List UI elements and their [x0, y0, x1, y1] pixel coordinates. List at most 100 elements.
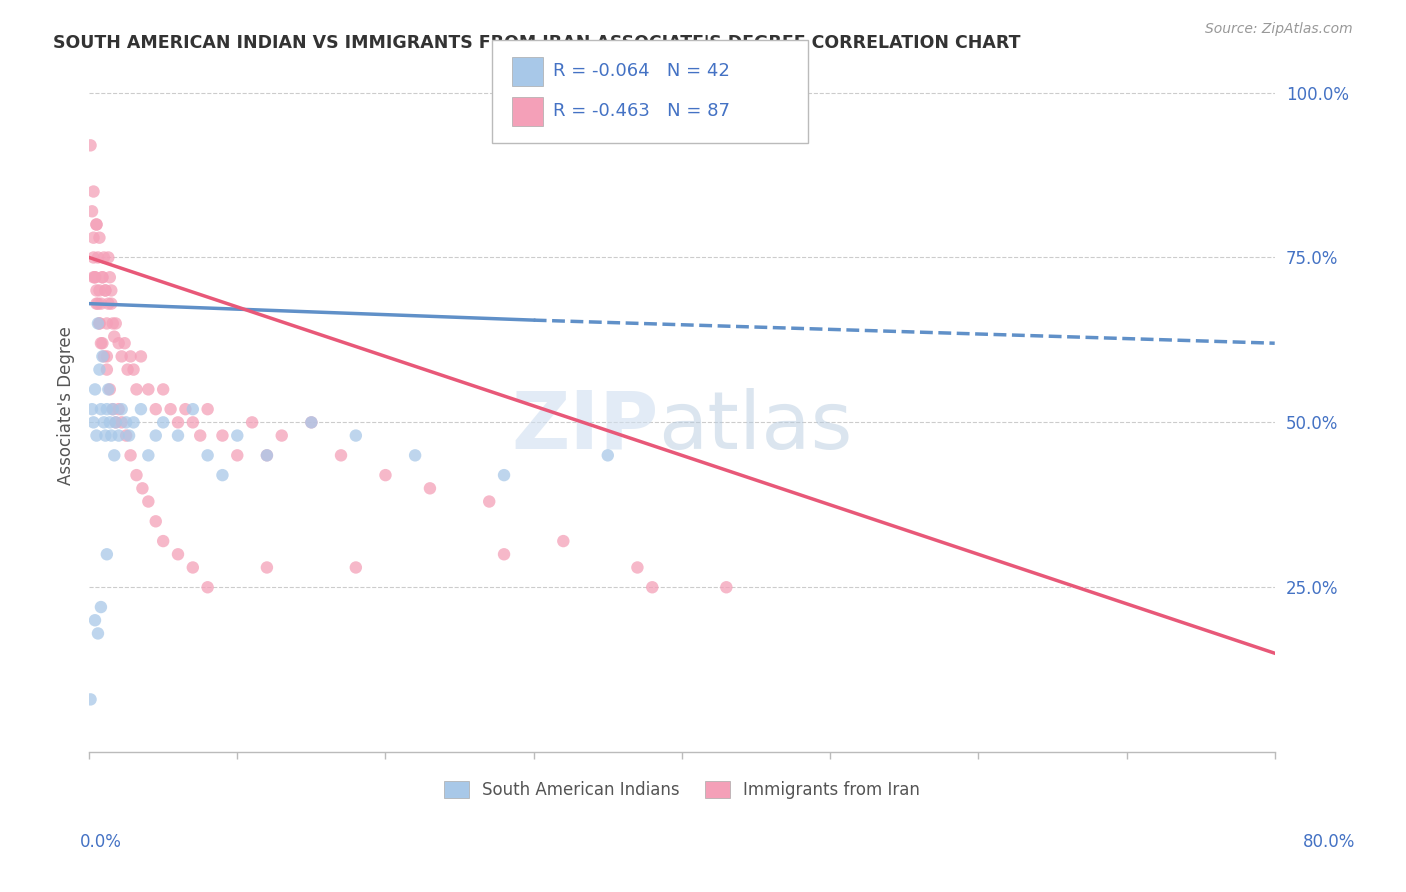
Point	[87, 317, 110, 331]
Point	[90, 336, 112, 351]
Point	[98, 270, 121, 285]
Point	[167, 416, 190, 430]
Point	[91, 270, 114, 285]
Point	[117, 362, 139, 376]
Point	[90, 600, 112, 615]
Point	[86, 296, 108, 310]
Point	[79, 138, 101, 153]
Point	[86, 218, 108, 232]
Point	[174, 402, 197, 417]
Text: atlas: atlas	[658, 388, 852, 466]
Point	[240, 416, 263, 430]
Point	[188, 428, 211, 442]
Point	[107, 428, 129, 442]
Point	[89, 317, 111, 331]
Point	[115, 428, 138, 442]
Point	[80, 204, 103, 219]
Point	[89, 362, 111, 376]
Point	[129, 402, 152, 417]
Point	[114, 336, 136, 351]
Point	[125, 468, 148, 483]
Point	[138, 383, 160, 397]
Point	[79, 692, 101, 706]
Point	[93, 416, 115, 430]
Point	[152, 534, 174, 549]
Point	[138, 494, 160, 508]
Text: ZIP: ZIP	[510, 388, 658, 466]
Point	[270, 428, 292, 442]
Point	[344, 428, 367, 442]
Point	[118, 428, 141, 442]
Point	[553, 534, 575, 549]
Point	[138, 448, 160, 462]
Point	[197, 580, 219, 594]
Point	[98, 383, 121, 397]
Point	[167, 547, 190, 561]
Text: R = -0.064   N = 42: R = -0.064 N = 42	[553, 62, 730, 80]
Point	[84, 613, 107, 627]
Point	[626, 560, 648, 574]
Point	[330, 448, 353, 462]
Point	[107, 402, 129, 417]
Point	[125, 383, 148, 397]
Point	[96, 362, 118, 376]
Point	[89, 284, 111, 298]
Point	[86, 428, 108, 442]
Point	[344, 560, 367, 574]
Point	[97, 251, 120, 265]
Point	[115, 416, 138, 430]
Point	[299, 416, 322, 430]
Point	[492, 468, 515, 483]
Point	[226, 428, 249, 442]
Point	[87, 251, 110, 265]
Point	[90, 296, 112, 310]
Point	[91, 350, 114, 364]
Point	[101, 402, 124, 417]
Point	[419, 481, 441, 495]
Text: SOUTH AMERICAN INDIAN VS IMMIGRANTS FROM IRAN ASSOCIATE'S DEGREE CORRELATION CHA: SOUTH AMERICAN INDIAN VS IMMIGRANTS FROM…	[53, 34, 1021, 52]
Point	[197, 448, 219, 462]
Point	[256, 560, 278, 574]
Y-axis label: Associate's Degree: Associate's Degree	[58, 326, 75, 485]
Text: 0.0%: 0.0%	[80, 833, 122, 851]
Point	[404, 448, 426, 462]
Point	[86, 284, 108, 298]
Point	[122, 362, 145, 376]
Point	[93, 251, 115, 265]
Point	[596, 448, 619, 462]
Point	[94, 284, 117, 298]
Point	[97, 296, 120, 310]
Point	[103, 329, 125, 343]
Point	[100, 428, 122, 442]
Point	[111, 402, 134, 417]
Point	[103, 448, 125, 462]
Point	[96, 317, 118, 331]
Point	[89, 230, 111, 244]
Point	[83, 230, 105, 244]
Point	[83, 185, 105, 199]
Point	[84, 270, 107, 285]
Text: 80.0%: 80.0%	[1302, 833, 1355, 851]
Point	[120, 350, 142, 364]
Point	[211, 428, 233, 442]
Point	[101, 317, 124, 331]
Point	[478, 494, 501, 508]
Point	[181, 402, 204, 417]
Point	[152, 416, 174, 430]
Point	[83, 270, 105, 285]
Point	[159, 402, 181, 417]
Point	[98, 416, 121, 430]
Point	[211, 468, 233, 483]
Point	[96, 547, 118, 561]
Point	[716, 580, 738, 594]
Point	[87, 626, 110, 640]
Point	[89, 317, 111, 331]
Point	[197, 402, 219, 417]
Point	[299, 416, 322, 430]
Point	[83, 251, 105, 265]
Point	[83, 416, 105, 430]
Point	[641, 580, 664, 594]
Point	[129, 350, 152, 364]
Point	[93, 350, 115, 364]
Point	[131, 481, 153, 495]
